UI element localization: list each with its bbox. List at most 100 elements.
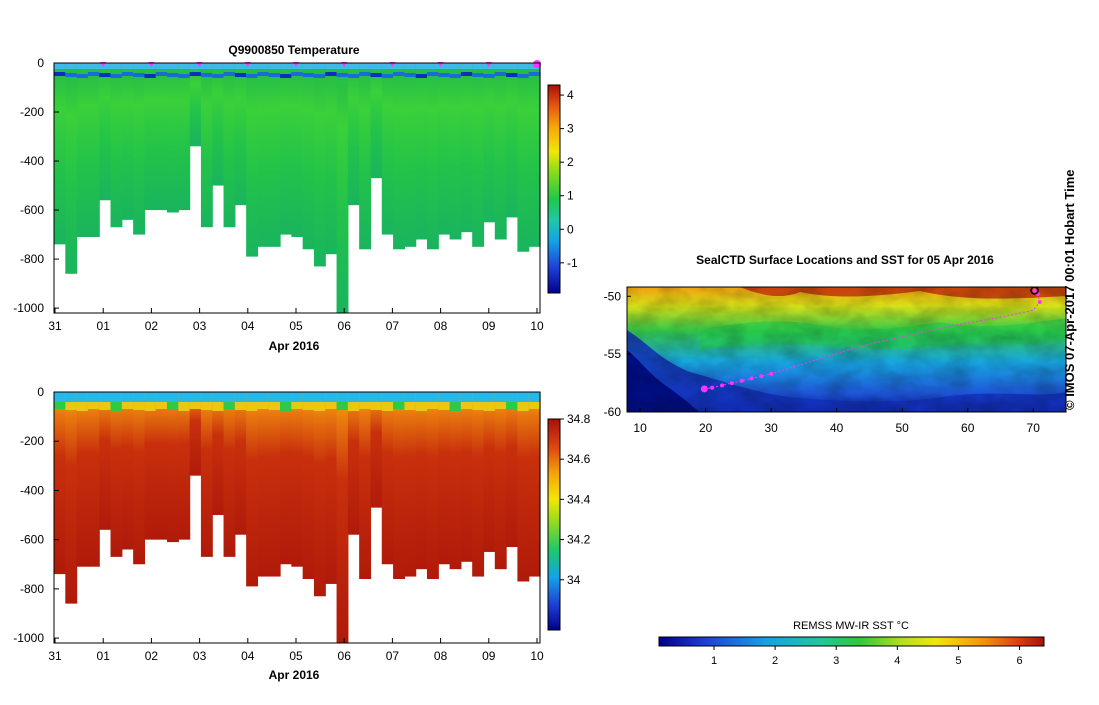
surface-layer: [336, 63, 349, 69]
track-point: [1032, 288, 1037, 293]
profile-column: [65, 392, 78, 604]
profile-column: [280, 392, 292, 565]
profile-column: [415, 63, 428, 240]
profile-column: [381, 392, 394, 565]
surface-layer: [223, 63, 236, 69]
profile-column: [87, 63, 100, 238]
profile-column: [167, 63, 179, 213]
lon-tick-label: 30: [764, 421, 778, 435]
sst-colorbar-tick-label: 1: [711, 655, 717, 667]
halocline-layer: [313, 402, 326, 411]
profile-column: [155, 392, 168, 540]
x-tick-label: 01: [97, 319, 111, 333]
fresh-surface-layer: [302, 392, 315, 402]
x-tick-label: 07: [386, 649, 400, 663]
halocline-layer: [144, 402, 157, 411]
halocline-layer: [460, 402, 473, 409]
surface-layer: [506, 63, 518, 69]
surface-layer: [280, 63, 292, 69]
halocline-layer: [246, 402, 259, 411]
halocline-layer: [336, 402, 349, 410]
profile-column: [291, 392, 304, 567]
profile-column: [506, 63, 518, 218]
cold-layer: [325, 72, 338, 76]
cold-layer: [155, 72, 168, 76]
profile-column: [291, 63, 304, 238]
x-tick-label: 10: [530, 649, 544, 663]
surface-layer: [110, 63, 123, 69]
sst-colorbar: [658, 636, 1045, 647]
cold-layer: [370, 73, 383, 77]
fresh-surface-layer: [155, 392, 168, 402]
surface-layer: [472, 63, 485, 69]
x-tick-label: 31: [48, 319, 62, 333]
surface-layer: [200, 63, 213, 69]
cold-layer: [449, 74, 462, 78]
halocline-layer: [347, 402, 360, 411]
halocline-layer: [268, 402, 281, 410]
x-tick-label: 02: [145, 319, 159, 333]
sst-field: [627, 287, 1066, 412]
profile-column: [449, 63, 462, 240]
fresh-surface-layer: [347, 392, 360, 402]
surface-layer: [460, 63, 473, 69]
x-tick-label: 03: [193, 649, 207, 663]
profile-column: [133, 392, 146, 565]
cold-layer: [212, 74, 225, 78]
x-tick-label: 09: [482, 649, 496, 663]
track-point: [729, 381, 734, 386]
profile-column: [110, 392, 123, 557]
colorbar-tick-label: -1: [567, 256, 578, 270]
halocline-layer: [325, 402, 338, 409]
track-point: [700, 385, 708, 393]
seal-track-line: [704, 290, 1041, 390]
surface-layer: [449, 63, 462, 69]
halocline-layer: [76, 402, 89, 411]
surface-layer: [415, 63, 428, 69]
cold-layer: [110, 74, 123, 78]
x-tick-label: 02: [145, 649, 159, 663]
profile-column: [223, 63, 236, 228]
fresh-surface-layer: [246, 392, 259, 402]
surface-layer: [438, 63, 451, 69]
salinity-profiles: [54, 392, 541, 643]
profile-column: [517, 63, 530, 252]
cold-layer: [393, 72, 405, 76]
fresh-surface-layer: [178, 392, 191, 402]
profile-column: [280, 63, 292, 235]
halocline-layer: [257, 402, 270, 409]
lon-tick-label: 70: [1027, 421, 1041, 435]
lat-tick-label: -50: [604, 289, 622, 303]
cold-layer: [99, 73, 112, 77]
temperature-y-axis: 0 -200 -400 -600 -800 -1000: [13, 56, 59, 315]
halocline-layer: [404, 402, 417, 410]
halocline-layer: [359, 402, 372, 409]
profile-column: [506, 392, 518, 548]
profile-column: [302, 63, 315, 250]
fresh-surface-layer: [87, 392, 100, 402]
cold-layer: [426, 72, 439, 76]
profile-column: [121, 63, 134, 220]
halocline-layer: [155, 402, 168, 409]
fresh-surface-layer: [336, 392, 349, 402]
sst-colorbar-ticks: 1 2 3 4 5 6: [711, 646, 1023, 667]
profile-column: [178, 392, 191, 540]
y-tick-label: -1000: [13, 631, 44, 645]
surface-layer: [426, 63, 439, 69]
halocline-layer: [370, 402, 383, 410]
cold-layer: [223, 72, 236, 76]
profile-column: [268, 63, 281, 247]
sst-colorbar-tick-label: 4: [894, 655, 900, 667]
halocline-layer: [121, 402, 134, 409]
fresh-surface-layer: [359, 392, 372, 402]
salinity-plot-frame: [53, 391, 541, 644]
halocline-layer: [212, 402, 225, 411]
halocline-layer: [223, 402, 236, 409]
profile-column: [359, 392, 372, 580]
cold-layer: [415, 74, 428, 78]
cold-layer: [234, 73, 247, 77]
profile-column: [54, 392, 66, 575]
cold-layer: [54, 72, 66, 76]
lon-tick-label: 40: [830, 421, 844, 435]
salinity-colorbar: [547, 418, 561, 631]
